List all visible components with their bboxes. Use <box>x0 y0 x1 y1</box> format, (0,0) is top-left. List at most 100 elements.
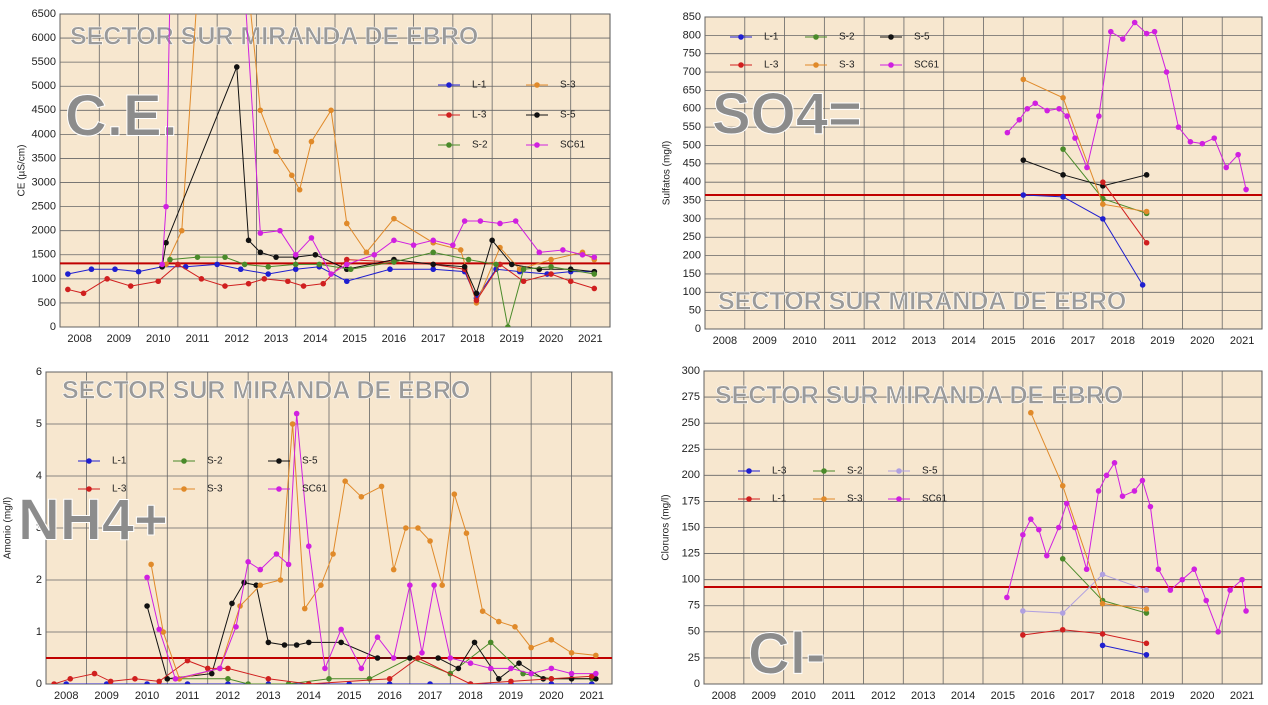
data-point <box>88 266 95 273</box>
x-tick-label: 2012 <box>872 335 896 347</box>
data-point <box>463 530 470 536</box>
data-point <box>65 286 71 293</box>
data-point <box>567 266 574 273</box>
x-tick-label: 2016 <box>377 690 401 702</box>
data-point <box>568 650 575 656</box>
data-point <box>1020 608 1026 614</box>
data-point <box>1020 76 1027 83</box>
data-point <box>164 676 171 682</box>
data-point <box>512 624 518 630</box>
data-point <box>330 551 336 557</box>
data-point <box>1016 116 1023 123</box>
data-point <box>343 266 350 273</box>
data-point <box>292 266 299 273</box>
y-tick-label: 0 <box>36 678 42 690</box>
chart-panel: 0 50 100 150 200 250 300 350 400 450 500 550 600 650 7… <box>662 11 1263 347</box>
data-point <box>363 249 370 256</box>
data-point <box>204 665 211 672</box>
y-tick-label: 550 <box>683 121 701 133</box>
data-point <box>257 107 264 114</box>
data-point <box>63 681 70 684</box>
y-tick-label: 500 <box>683 139 701 151</box>
data-point <box>346 681 353 684</box>
x-tick-label: 2018 <box>1111 335 1135 347</box>
legend-label: L-3 <box>112 484 127 495</box>
data-point <box>343 220 350 227</box>
data-point <box>265 271 272 277</box>
series-line <box>161 66 595 295</box>
y-tick-label: 0 <box>50 321 56 333</box>
series-line <box>1102 181 1148 244</box>
data-point <box>245 559 251 565</box>
data-point <box>305 543 312 549</box>
legend-label: L-3 <box>764 60 779 71</box>
legend-label: SC61 <box>914 60 939 71</box>
legend-marker <box>738 62 744 68</box>
legend-label: S-5 <box>922 466 938 477</box>
data-point <box>1059 556 1066 562</box>
data-point <box>156 626 162 633</box>
data-point <box>277 577 284 583</box>
data-point <box>1108 28 1114 35</box>
data-point <box>430 237 437 244</box>
data-point <box>455 665 462 672</box>
data-point <box>1059 482 1066 489</box>
data-point <box>132 676 138 682</box>
data-point <box>1020 192 1027 198</box>
x-tick-label: 2010 <box>791 690 815 702</box>
x-tick-label: 2019 <box>1150 690 1174 702</box>
data-point <box>148 561 154 568</box>
y-axis-label: Sulfatos (mg/l) <box>662 141 673 205</box>
x-tick-label: 2011 <box>832 335 856 347</box>
legend-label: S-2 <box>207 456 223 467</box>
data-point <box>51 681 57 684</box>
data-point <box>80 290 87 297</box>
legend-label: L-1 <box>112 456 127 467</box>
data-point <box>496 618 502 625</box>
data-point <box>293 642 300 648</box>
data-point <box>1167 587 1174 593</box>
x-tick-label: 2014 <box>951 690 975 702</box>
legend-marker <box>446 142 452 148</box>
y-tick-label: 3 <box>36 522 42 534</box>
plot-area <box>704 409 1262 658</box>
data-point <box>144 681 150 684</box>
y-tick-label: 6500 <box>32 8 56 20</box>
y-axis-label: Cloruros (mg/l) <box>661 494 672 560</box>
data-point <box>1095 488 1102 494</box>
data-point <box>1060 146 1066 152</box>
x-tick-label: 2011 <box>832 690 856 702</box>
data-point <box>1083 566 1090 573</box>
data-point <box>473 290 480 297</box>
y-tick-label: 25 <box>688 652 700 664</box>
data-point <box>1239 576 1245 583</box>
x-tick-label: 2012 <box>225 333 249 345</box>
data-point <box>338 626 344 633</box>
data-point <box>1139 282 1146 288</box>
data-point <box>308 235 315 241</box>
data-point <box>1227 587 1233 593</box>
x-tick-label: 2010 <box>146 333 170 345</box>
data-point <box>328 107 334 114</box>
data-point <box>374 634 381 640</box>
data-point <box>473 297 480 304</box>
x-tick-label: 2010 <box>792 335 816 347</box>
y-axis-label: Amonio (mg/l) <box>3 497 14 559</box>
data-point <box>1203 597 1209 604</box>
data-point <box>568 676 575 682</box>
data-point <box>496 676 502 682</box>
data-point <box>588 673 595 679</box>
data-point <box>225 676 231 682</box>
x-tick-label: 2011 <box>186 333 210 345</box>
data-point <box>593 670 599 677</box>
x-tick-label: 2018 <box>460 333 484 345</box>
data-point <box>479 608 486 614</box>
data-point <box>497 261 503 268</box>
x-tick-label: 2017 <box>421 333 445 345</box>
data-point <box>296 186 303 193</box>
data-point <box>316 261 323 268</box>
data-point <box>233 64 240 70</box>
y-tick-label: 50 <box>689 305 701 317</box>
data-point <box>410 242 417 248</box>
y-tick-label: 800 <box>683 29 701 41</box>
